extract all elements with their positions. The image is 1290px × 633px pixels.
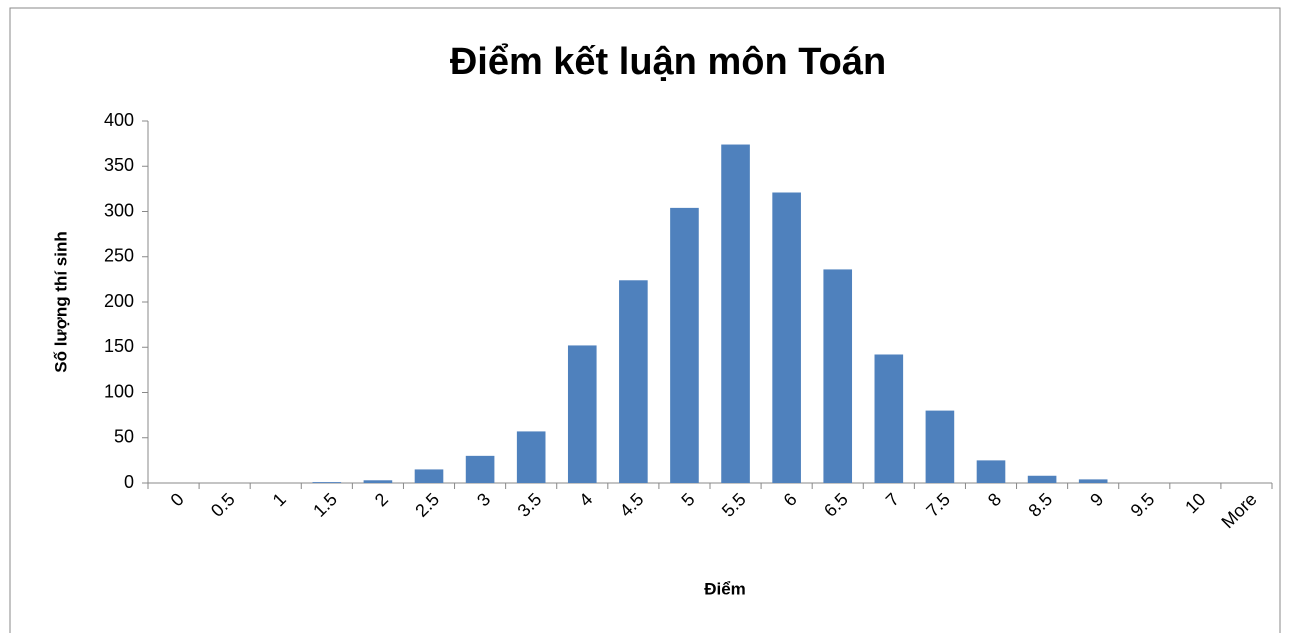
y-tick-label: 250 <box>104 246 134 266</box>
chart-title: Điểm kết luận môn Toán <box>450 41 886 83</box>
y-tick-label: 400 <box>104 110 134 130</box>
bar <box>312 482 342 483</box>
y-tick-label: 0 <box>124 472 134 492</box>
bar <box>925 410 955 483</box>
bar <box>721 144 750 483</box>
bar <box>874 354 904 483</box>
bar <box>1027 475 1057 483</box>
bar <box>516 431 546 483</box>
bar <box>567 345 597 483</box>
bar <box>414 469 444 483</box>
bar <box>670 207 699 483</box>
y-tick-label: 300 <box>104 200 134 220</box>
y-tick-label: 200 <box>104 291 134 311</box>
y-tick-label: 50 <box>114 427 134 447</box>
bar <box>363 480 393 483</box>
bar <box>976 460 1006 483</box>
y-axis-title: Số lượng thí sinh <box>51 231 70 373</box>
bar <box>465 455 495 483</box>
y-tick-label: 100 <box>104 381 134 401</box>
bar <box>823 269 853 483</box>
x-axis-title: Điểm <box>704 579 746 598</box>
bar <box>772 192 801 483</box>
y-tick-label: 350 <box>104 155 134 175</box>
y-tick-label: 150 <box>104 336 134 356</box>
bar <box>1078 479 1108 483</box>
bar <box>619 280 648 483</box>
